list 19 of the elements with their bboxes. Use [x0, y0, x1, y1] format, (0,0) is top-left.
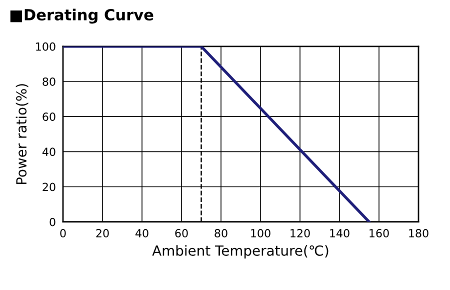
chart-title: ■Derating Curve: [10, 8, 154, 24]
x-axis-title: Ambient Temperature(℃): [152, 245, 328, 259]
x-tick-label: 40: [135, 228, 148, 238]
y-tick-label: 0: [50, 218, 56, 226]
x-tick-label: 20: [96, 228, 109, 238]
y-tick-label: 20: [42, 182, 56, 192]
y-tick-label: 40: [42, 148, 56, 156]
x-tick-label: 100: [251, 228, 270, 238]
x-tick-label: 0: [60, 228, 66, 238]
x-tick-label: 160: [370, 228, 389, 238]
y-axis-title: Power ratio(%): [16, 84, 28, 184]
y-tick-label: 100: [36, 42, 56, 51]
y-tick-label: 60: [42, 112, 56, 121]
x-tick-label: 140: [330, 228, 350, 238]
x-tick-label: 60: [175, 228, 188, 238]
x-tick-label: 80: [214, 228, 228, 238]
y-tick-label: 80: [42, 77, 56, 86]
x-tick-label: 120: [290, 228, 310, 238]
x-tick-label: 180: [409, 228, 428, 238]
